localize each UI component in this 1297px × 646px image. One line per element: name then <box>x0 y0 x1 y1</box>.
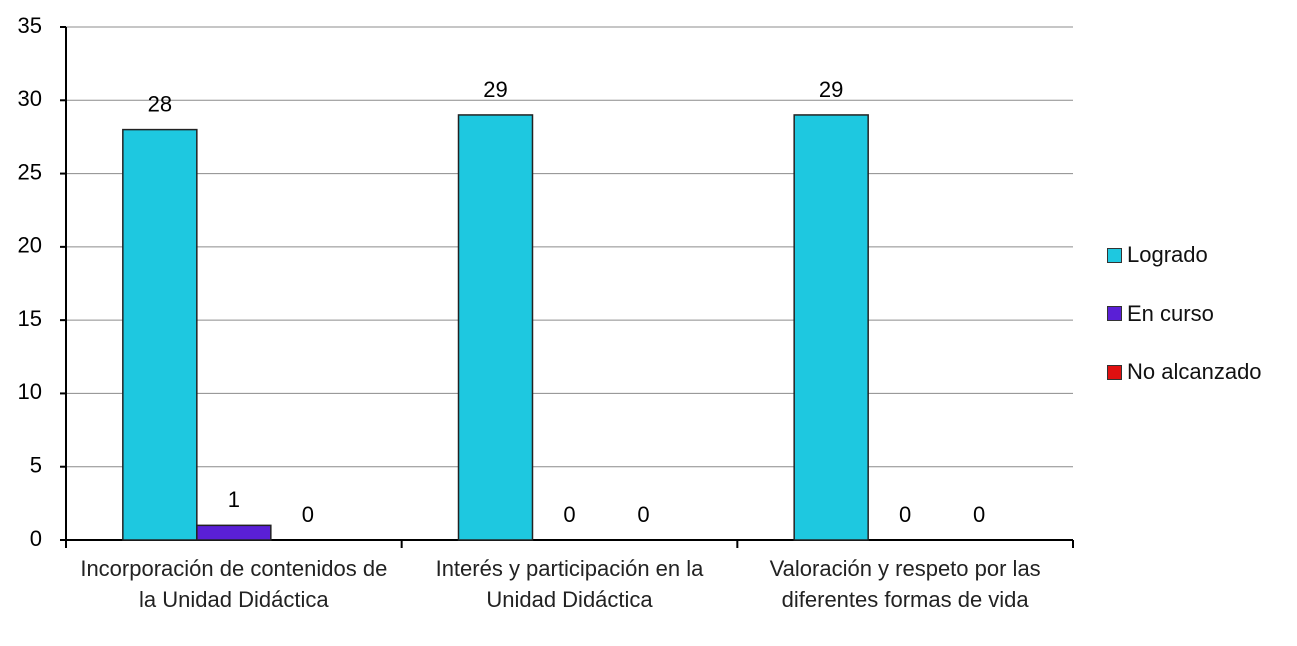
legend-label: Logrado <box>1127 242 1208 267</box>
x-tick-label: Interés y participación en la Unidad Did… <box>435 556 704 612</box>
data-label: 0 <box>302 502 314 527</box>
y-tick-label: 10 <box>18 379 42 404</box>
y-tick-label: 30 <box>18 86 42 111</box>
legend-entry: Logrado <box>1107 242 1208 268</box>
y-tick-label: 5 <box>30 453 42 478</box>
bar <box>122 128 198 541</box>
y-tick-label: 35 <box>18 13 42 38</box>
y-tick-label: 25 <box>18 159 42 184</box>
legend-swatch <box>1107 306 1122 321</box>
data-label: 0 <box>973 502 985 527</box>
bar <box>793 114 869 541</box>
legend-entry: En curso <box>1107 301 1214 327</box>
data-label: 29 <box>483 77 507 102</box>
legend-swatch <box>1107 364 1122 380</box>
y-tick-label: 20 <box>18 233 42 258</box>
legend-label: No alcanzado <box>1127 359 1262 384</box>
data-label: 0 <box>563 502 575 527</box>
x-tick-label: Valoración y respeto por las diferentes … <box>769 556 1041 612</box>
data-label: 1 <box>228 487 240 512</box>
data-label: 28 <box>148 91 172 116</box>
y-tick-label: 0 <box>30 526 42 551</box>
x-tick-label: Incorporación de contenidos de la Unidad… <box>80 556 388 612</box>
legend-entry: No alcanzado <box>1107 359 1262 385</box>
y-tick-label: 15 <box>18 306 42 331</box>
legend-swatch <box>1107 247 1122 263</box>
data-label: 0 <box>637 502 649 527</box>
legend-label: En curso <box>1127 300 1214 326</box>
data-label: 0 <box>899 502 911 527</box>
bar <box>196 524 272 541</box>
bar <box>457 114 534 541</box>
data-label: 29 <box>819 77 843 102</box>
